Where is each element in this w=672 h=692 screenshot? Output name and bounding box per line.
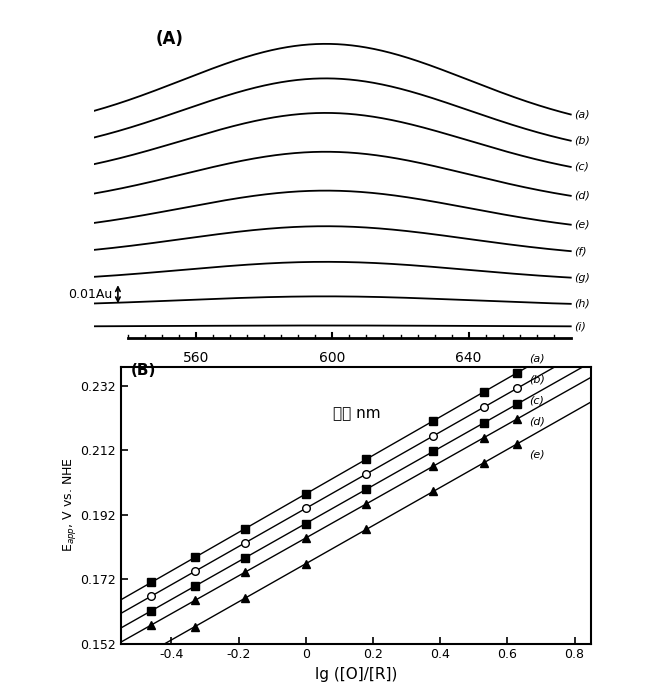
- X-axis label: lg ([O]/[R]): lg ([O]/[R]): [315, 667, 397, 682]
- Text: 640: 640: [456, 352, 482, 365]
- Text: 波长 nm: 波长 nm: [333, 406, 380, 421]
- Text: (g): (g): [574, 273, 590, 282]
- Text: (c): (c): [574, 162, 589, 172]
- Text: 0.01Au: 0.01Au: [69, 288, 113, 301]
- Text: 560: 560: [183, 352, 210, 365]
- Text: (a): (a): [529, 353, 545, 363]
- Text: (A): (A): [155, 30, 183, 48]
- Text: (d): (d): [529, 416, 545, 426]
- Text: (f): (f): [574, 246, 587, 256]
- Text: (e): (e): [529, 449, 545, 459]
- Text: (B): (B): [131, 363, 157, 378]
- Text: (d): (d): [574, 191, 590, 201]
- Text: (b): (b): [574, 136, 590, 146]
- Text: (b): (b): [529, 374, 545, 385]
- Text: (c): (c): [529, 396, 544, 406]
- Y-axis label: E$_{app}$, V vs. NHE: E$_{app}$, V vs. NHE: [60, 458, 77, 552]
- Text: (e): (e): [574, 219, 590, 230]
- Text: (i): (i): [574, 321, 586, 331]
- Text: (h): (h): [574, 299, 590, 309]
- Text: (a): (a): [574, 109, 590, 120]
- Text: 600: 600: [319, 352, 345, 365]
